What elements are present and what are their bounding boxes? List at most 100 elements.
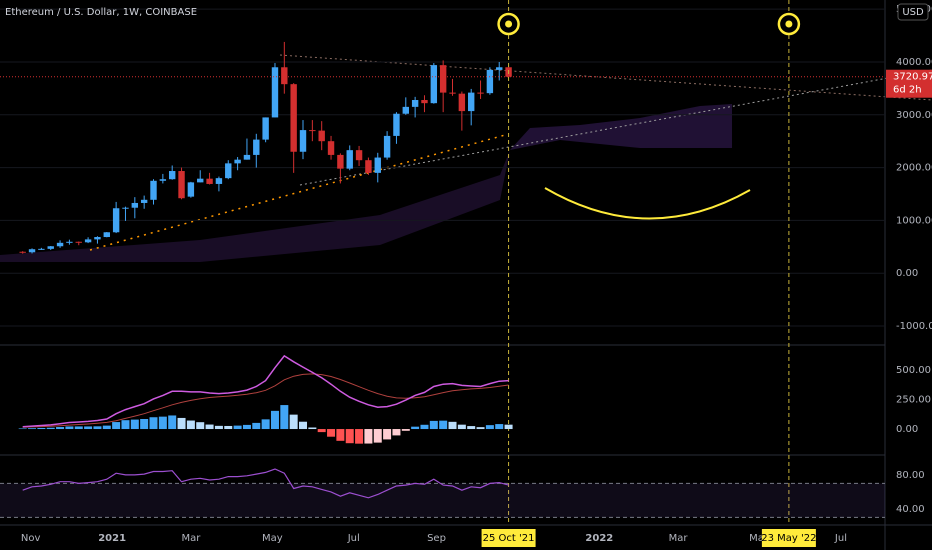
candle-body: [38, 248, 45, 250]
signal-line: [22, 373, 509, 428]
candle-body: [327, 141, 335, 155]
y-tick-label: 250.00: [896, 395, 931, 406]
histogram-bar: [56, 427, 65, 430]
candle-body: [103, 232, 110, 238]
candle-body: [178, 171, 185, 199]
x-tick-label: 2022: [585, 533, 613, 544]
histogram-bar: [317, 429, 326, 433]
candle-body: [496, 67, 503, 70]
last-price-label: 3720.97: [893, 72, 932, 83]
histogram-bar: [186, 420, 195, 430]
candle-body: [374, 157, 381, 173]
candle-body: [421, 100, 428, 104]
y-tick-label: 40.00: [896, 504, 925, 515]
histogram-bar: [411, 426, 420, 430]
candle-body: [56, 242, 64, 247]
candle-body: [140, 199, 148, 203]
histogram-bar: [140, 419, 149, 430]
histogram-bar: [504, 424, 513, 430]
histogram-bar: [233, 425, 242, 430]
candle-body: [187, 182, 195, 197]
trendline: [299, 69, 932, 186]
candle-body: [159, 179, 167, 181]
histogram-bar: [336, 429, 345, 441]
histogram-bar: [177, 417, 186, 430]
candle-body: [281, 67, 288, 85]
histogram-bar: [364, 429, 373, 444]
candle-body: [112, 208, 120, 233]
candle-body: [449, 92, 456, 94]
marker-icon: [785, 20, 793, 28]
x-tick-label: Mar: [669, 533, 689, 544]
candle-body: [309, 130, 316, 132]
candle-body: [299, 130, 307, 152]
candle-body: [197, 178, 204, 183]
candle-body: [337, 154, 344, 169]
x-tick-label: Nov: [21, 533, 41, 544]
candle-body: [411, 100, 419, 107]
candle-body: [206, 178, 213, 184]
candle-body: [94, 237, 101, 240]
histogram-bar: [158, 416, 167, 430]
candle-body: [318, 130, 325, 142]
candle-body: [355, 150, 363, 161]
histogram-bar: [270, 410, 279, 430]
candle-body: [66, 241, 73, 243]
rsi-band: [0, 483, 885, 518]
candle-body: [290, 84, 297, 152]
histogram-bar: [214, 425, 223, 430]
smile-curve: [544, 187, 751, 220]
trendline: [279, 54, 932, 101]
candle-body: [28, 249, 36, 253]
macd-line: [22, 354, 509, 428]
candle-body: [168, 171, 176, 180]
histogram-bar: [121, 420, 130, 430]
histogram-bar: [37, 427, 46, 430]
histogram-bar: [439, 420, 448, 430]
histogram-bar: [299, 421, 308, 430]
y-tick-label: -1000.00: [896, 321, 932, 332]
candle-body: [346, 150, 353, 169]
marker-label-box: [481, 529, 536, 547]
histogram-bar: [252, 422, 261, 430]
y-tick-label: 1000.00: [896, 215, 932, 226]
y-tick-label: 4000.00: [896, 57, 932, 68]
histogram-bar: [28, 428, 37, 430]
marker-label: 25 Oct '21: [483, 533, 535, 544]
histogram-bar: [467, 426, 476, 430]
candle-body: [150, 180, 157, 200]
candle-body: [131, 202, 139, 208]
candle-body: [84, 239, 92, 243]
histogram-bar: [74, 426, 83, 430]
histogram-bar: [485, 425, 494, 430]
histogram-bar: [102, 425, 111, 430]
currency-box: [897, 3, 929, 21]
candle-body: [458, 93, 466, 112]
histogram-bar: [149, 417, 158, 430]
histogram-bar: [46, 427, 55, 430]
histogram-bar: [383, 429, 392, 440]
chart-title: Ethereum / U.S. Dollar, 1W, COINBASE: [5, 7, 197, 18]
candle-body: [225, 163, 232, 179]
histogram-bar: [168, 415, 177, 430]
currency-label: USD: [902, 7, 924, 18]
x-tick-label: Jul: [347, 533, 360, 544]
candle-body: [477, 92, 484, 94]
candle-body: [234, 159, 241, 164]
x-tick-label: Jul: [834, 533, 847, 544]
histogram-bar: [355, 429, 364, 444]
marker-label-box: [761, 529, 816, 547]
histogram-bar: [476, 427, 485, 430]
candle-body: [243, 154, 251, 160]
y-tick-label: 80.00: [896, 470, 925, 481]
candle-body: [271, 67, 279, 118]
candle-body: [253, 139, 260, 155]
candle-body: [75, 241, 82, 243]
histogram-bar: [18, 428, 27, 430]
histogram-bar: [289, 414, 298, 430]
x-tick-label: Mar: [181, 533, 201, 544]
histogram-bar: [280, 405, 289, 430]
y-tick-label: 0.00: [896, 268, 918, 279]
